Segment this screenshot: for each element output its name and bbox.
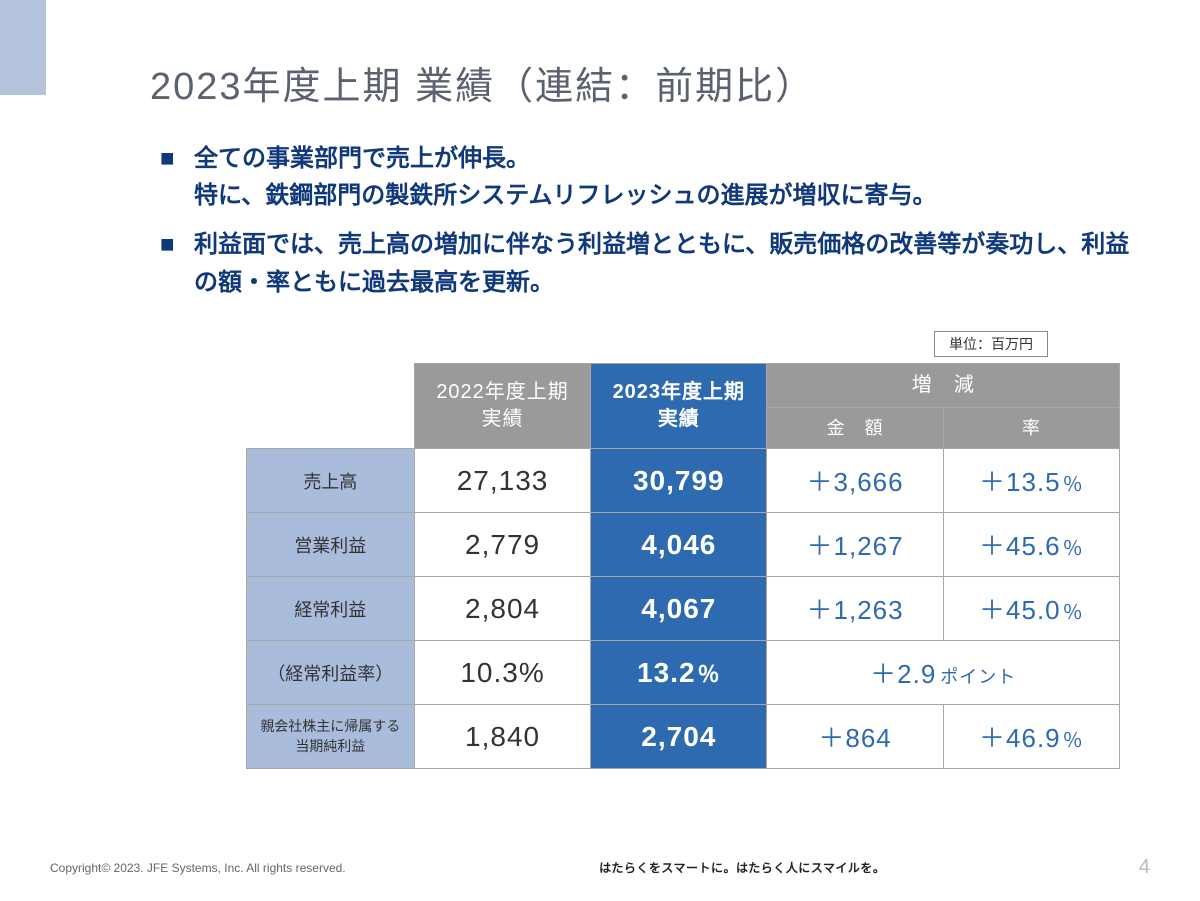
table-corner-blank	[120, 363, 246, 448]
unit-label: 単位：百万円	[934, 331, 1048, 357]
cell-rate: ＋45.0％	[943, 577, 1119, 641]
table-row: 営業利益 2,779 4,046 ＋1,267 ＋45.6％	[120, 513, 1120, 577]
page-title: 2023年度上期 業績（連結：前期比）	[150, 55, 1130, 110]
row-label: 親会社株主に帰属する 当期純利益	[246, 705, 414, 769]
cell-cur: 4,067	[591, 577, 767, 641]
cell-rate: ＋45.6％	[943, 513, 1119, 577]
table-row: 親会社株主に帰属する 当期純利益 1,840 2,704 ＋864 ＋46.9％	[120, 705, 1120, 769]
cell-prev: 10.3%	[414, 641, 590, 705]
cell-diff: ＋1,263	[767, 577, 943, 641]
bullet-list: 全ての事業部門で売上が伸長。 特に、鉄鋼部門の製鉄所システムリフレッシュの進展が…	[160, 140, 1130, 301]
footer: Copyright© 2023. JFE Systems, Inc. All r…	[0, 856, 1200, 879]
cell-rate: ＋46.9％	[943, 705, 1119, 769]
cell-prev: 1,840	[414, 705, 590, 769]
cell-diff: ＋1,267	[767, 513, 943, 577]
table-row: 経常利益 2,804 4,067 ＋1,263 ＋45.0％	[120, 577, 1120, 641]
table-row: （経常利益率） 10.3% 13.2％ ＋2.9ポイント	[120, 641, 1120, 705]
row-label: 営業利益	[246, 513, 414, 577]
unit-box: 単位：百万円	[150, 331, 1048, 357]
copyright-text: Copyright© 2023. JFE Systems, Inc. All r…	[50, 861, 346, 875]
table-header-diff-rate: 率	[943, 407, 1119, 448]
cell-cur: 4,046	[591, 513, 767, 577]
table-header-diff-group: 増 減	[767, 363, 1120, 407]
cell-cur: 13.2％	[591, 641, 767, 705]
slide-content: 2023年度上期 業績（連結：前期比） 全ての事業部門で売上が伸長。 特に、鉄鋼…	[0, 0, 1200, 769]
financial-table: 2022年度上期 実績 2023年度上期 実績 増 減 金 額 率 売上高 27…	[120, 363, 1130, 769]
page-number: 4	[1139, 856, 1150, 879]
tagline-text: はたらくをスマートに。はたらく人にスマイルを。	[599, 859, 885, 876]
table-row: 売上高 27,133 30,799 ＋3,666 ＋13.5％	[120, 449, 1120, 513]
row-label: 売上高	[246, 449, 414, 513]
cell-cur: 30,799	[591, 449, 767, 513]
table-header-diff-amount: 金 額	[767, 407, 943, 448]
table-corner-blank	[246, 363, 414, 448]
bullet-item: 全ての事業部門で売上が伸長。 特に、鉄鋼部門の製鉄所システムリフレッシュの進展が…	[160, 140, 1130, 214]
cell-cur: 2,704	[591, 705, 767, 769]
bullet-item: 利益面では、売上高の増加に伴なう利益増とともに、販売価格の改善等が奏功し、利益の…	[160, 226, 1130, 300]
cell-prev: 2,804	[414, 577, 590, 641]
row-label: （経常利益率）	[246, 641, 414, 705]
cell-prev: 2,779	[414, 513, 590, 577]
cell-diff: ＋864	[767, 705, 943, 769]
cell-diff: ＋3,666	[767, 449, 943, 513]
table-header-cur: 2023年度上期 実績	[591, 363, 767, 448]
table-header-prev: 2022年度上期 実績	[414, 363, 590, 448]
cell-prev: 27,133	[414, 449, 590, 513]
cell-rate: ＋13.5％	[943, 449, 1119, 513]
corner-accent	[0, 0, 46, 95]
row-label: 経常利益	[246, 577, 414, 641]
cell-diff-merged: ＋2.9ポイント	[767, 641, 1120, 705]
